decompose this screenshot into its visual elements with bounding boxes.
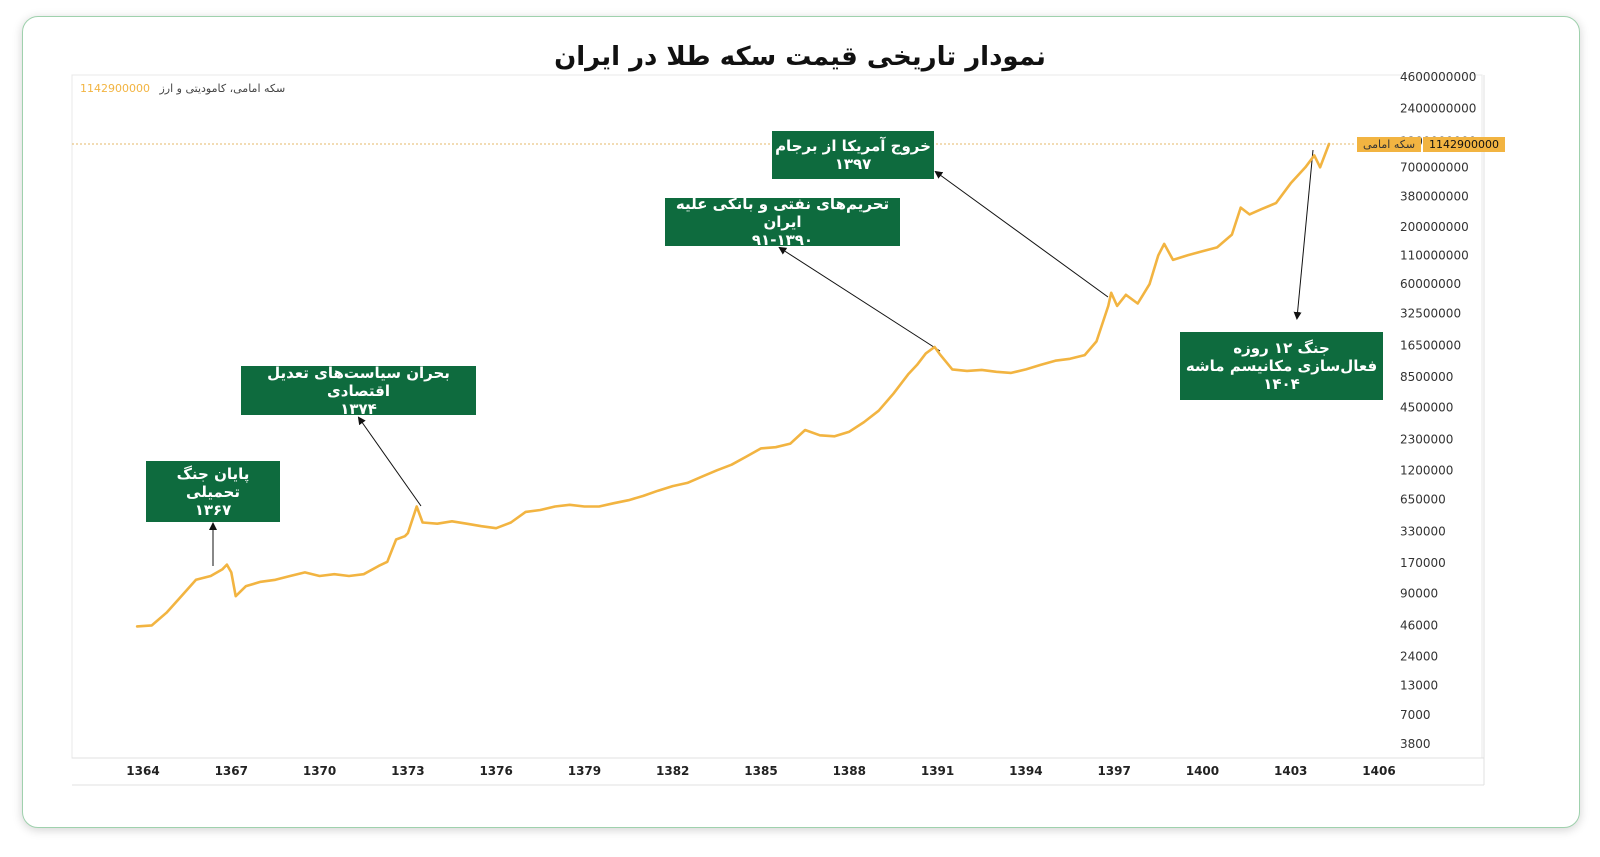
legend-last-value: 1142900000 (80, 82, 150, 95)
y-tick-label: 8500000 (1400, 370, 1453, 384)
y-tick-label: 7000 (1400, 708, 1431, 722)
x-tick-label: 1403 (1274, 764, 1307, 778)
annotation-line: تحمیلی (186, 482, 240, 501)
annotation-jcpoa-exit: خروج آمریکا از برجام ۱۳۹۷ (772, 131, 934, 179)
x-tick-label: 1373 (391, 764, 424, 778)
annotation-adjustment-crisis: بحران سیاست‌های تعدیل اقتصادی ۱۳۷۴ (241, 363, 476, 418)
annotation-line: خروج آمریکا از برجام (775, 137, 931, 155)
annotation-line: ۹۱-۱۳۹۰ (751, 231, 814, 249)
annotation-line: جنگ ۱۲ روزه (1233, 339, 1330, 357)
annotation-12-day-war: جنگ ۱۲ روزه فعال‌سازی مکانیسم ماشه ۱۴۰۴ (1180, 332, 1383, 400)
y-tick-label: 3800 (1400, 737, 1431, 751)
y-ticks: 4600000000240000000012000000007000000003… (1400, 70, 1476, 751)
annotation-line: ۱۳۹۷ (834, 155, 872, 173)
annotation-line: بحران سیاست‌های تعدیل اقتصادی (267, 363, 450, 400)
x-tick-label: 1391 (921, 764, 954, 778)
y-tick-label: 200000000 (1400, 220, 1469, 234)
y-tick-label: 330000 (1400, 525, 1446, 539)
legend-series-name: سکه امامی، کامودیتی و ارز (159, 82, 286, 95)
y-tick-label: 2400000000 (1400, 102, 1476, 116)
y-tick-label: 90000 (1400, 586, 1438, 600)
annotation-arrow (778, 246, 941, 352)
legend: سکه امامی، کامودیتی و ارز 1142900000 (80, 82, 285, 95)
annotation-arrow (357, 416, 422, 507)
annotation-line: ۱۳۷۴ (340, 399, 377, 418)
annotation-line: تحریم‌های نفتی و بانکی علیه ایران (675, 195, 890, 231)
annotation-line: فعال‌سازی مکانیسم ماشه (1185, 357, 1378, 375)
chart-title: نمودار تاریخی قیمت سکه طلا در ایران (554, 42, 1046, 72)
x-tick-label: 1394 (1009, 764, 1042, 778)
y-tick-label: 650000 (1400, 492, 1446, 506)
annotation-line: پایان جنگ (176, 464, 250, 483)
series-line-sekke-emami (135, 142, 1331, 628)
y-tick-label: 24000 (1400, 649, 1438, 663)
y-tick-label: 1200000 (1400, 463, 1453, 477)
annotation-end-of-war: پایان جنگ تحمیلی ۱۳۶۷ (146, 461, 280, 522)
x-tick-label: 1379 (568, 764, 601, 778)
y-tick-label: 16500000 (1400, 339, 1461, 353)
y-tick-label: 700000000 (1400, 160, 1469, 174)
y-tick-label: 60000000 (1400, 277, 1461, 291)
annotation-arrow (934, 170, 1109, 298)
y-tick-label: 170000 (1400, 556, 1446, 570)
x-tick-label: 1376 (479, 764, 512, 778)
price-tag-name: سکه امامی (1357, 137, 1422, 152)
y-tick-label: 4600000000 (1400, 70, 1476, 84)
x-ticks: 1364 1367 1370 1373 1376 1379 1382 1385 1388 1391… (126, 764, 1395, 778)
annotation-arrow (1293, 149, 1314, 320)
x-tick-label: 1382 (656, 764, 689, 778)
y-tick-label: 4500000 (1400, 400, 1453, 414)
annotation-sanctions: تحریم‌های نفتی و بانکی علیه ایران ۹۱-۱۳۹… (665, 195, 900, 249)
x-tick-label: 1370 (303, 764, 336, 778)
y-tick-label: 13000 (1400, 678, 1438, 692)
x-tick-label: 1400 (1186, 764, 1219, 778)
x-tick-label: 1388 (833, 764, 866, 778)
x-tick-label: 1385 (744, 764, 777, 778)
y-tick-label: 2300000 (1400, 432, 1453, 446)
x-tick-label: 1397 (1097, 764, 1130, 778)
annotation-line: ۱۳۶۷ (194, 500, 232, 519)
last-price-tag: سکه امامی 1142900000 (1357, 137, 1506, 152)
price-tag-value: 1142900000 (1423, 137, 1506, 152)
y-tick-label: 380000000 (1400, 189, 1469, 203)
y-tick-label: 46000 (1400, 618, 1438, 632)
annotation-arrows (209, 149, 1314, 566)
x-tick-label: 1364 (126, 764, 159, 778)
y-tick-label: 110000000 (1400, 248, 1469, 262)
y-tick-label: 32500000 (1400, 306, 1461, 320)
x-tick-label: 1367 (215, 764, 248, 778)
x-tick-label: 1406 (1362, 764, 1395, 778)
annotation-line: ۱۴۰۴ (1263, 375, 1300, 393)
